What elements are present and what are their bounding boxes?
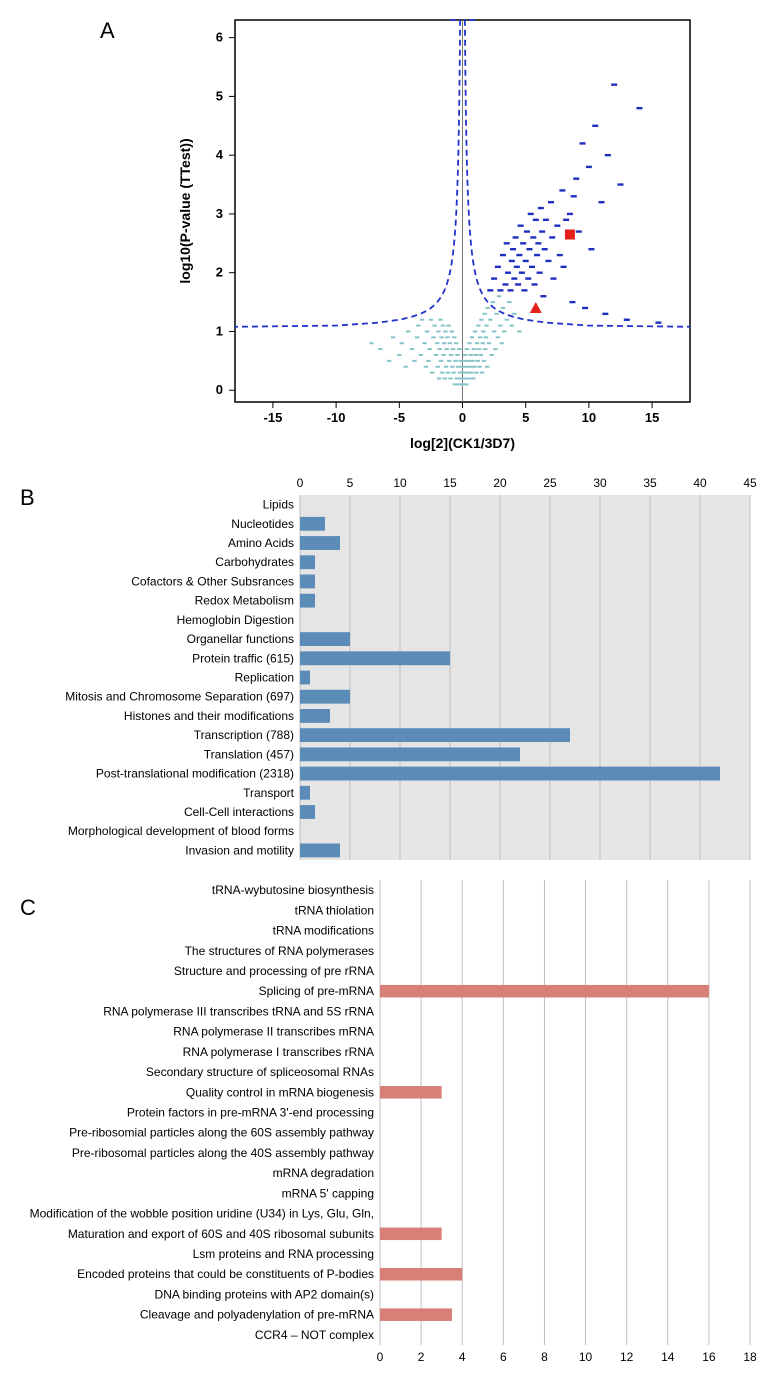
svg-text:3: 3 [216, 206, 223, 221]
svg-text:tRNA thiolation: tRNA thiolation [295, 903, 374, 917]
svg-text:RNA polymerase III transcribes: RNA polymerase III transcribes tRNA and … [103, 1004, 374, 1018]
svg-text:-5: -5 [394, 410, 406, 425]
volcano-plot: -15 -10 -5 0 5 10 15 0 1 2 3 4 5 6 log[2](CK1/3D7) log1… [170, 10, 710, 460]
svg-text:Transport: Transport [243, 786, 295, 800]
svg-text:Amino Acids: Amino Acids [228, 536, 294, 550]
svg-text:log[2](CK1/3D7): log[2](CK1/3D7) [410, 435, 515, 451]
svg-text:14: 14 [661, 1350, 675, 1364]
svg-text:Secondary structure of spliceo: Secondary structure of spliceosomal RNAs [146, 1065, 374, 1079]
svg-text:12: 12 [620, 1350, 634, 1364]
svg-text:1: 1 [216, 323, 223, 338]
svg-text:Maturation and export of 60S a: Maturation and export of 60S and 40S rib… [68, 1227, 374, 1241]
panel-b: B 051015202530354045LipidsNucleotidesAmi… [10, 470, 767, 870]
svg-text:Organellar functions: Organellar functions [187, 632, 294, 646]
svg-text:mRNA 5' capping: mRNA 5' capping [282, 1186, 374, 1200]
svg-text:Protein factors in pre-mRNA 3': Protein factors in pre-mRNA 3'-end proce… [127, 1106, 374, 1120]
svg-text:40: 40 [693, 476, 707, 490]
svg-text:6: 6 [500, 1350, 507, 1364]
svg-text:Lsm proteins and RNA processin: Lsm proteins and RNA processing [193, 1247, 374, 1261]
svg-text:Morphological development of b: Morphological development of blood forms [68, 824, 294, 838]
svg-text:Mitosis and Chromosome Separat: Mitosis and Chromosome Separation (697) [65, 690, 294, 704]
svg-text:Quality control in mRNA biogen: Quality control in mRNA biogenesis [186, 1085, 374, 1099]
panel-c: C 024681012141618tRNA-wybutosine biosynt… [10, 870, 767, 1370]
svg-text:Histones and their modificatio: Histones and their modifications [124, 709, 294, 723]
panel-a: A -15 -10 -5 0 5 10 15 0 1 2 3 4 5 6 log[2](CK1/3D7) lo… [10, 10, 767, 470]
svg-text:-10: -10 [327, 410, 346, 425]
svg-text:CCR4 – NOT complex: CCR4 – NOT complex [255, 1328, 374, 1342]
svg-text:Modification of the wobble pos: Modification of the wobble position urid… [30, 1207, 374, 1221]
svg-text:Cofactors & Other Subsrances: Cofactors & Other Subsrances [131, 574, 294, 588]
svg-text:Pre-ribosomal particles along: Pre-ribosomal particles along the 40S as… [72, 1146, 374, 1160]
svg-text:35: 35 [643, 476, 657, 490]
svg-text:5: 5 [522, 410, 529, 425]
svg-text:25: 25 [543, 476, 557, 490]
svg-text:Splicing of pre-mRNA: Splicing of pre-mRNA [259, 984, 374, 998]
svg-text:10: 10 [582, 410, 596, 425]
svg-text:0: 0 [377, 1350, 384, 1364]
svg-text:-15: -15 [264, 410, 283, 425]
svg-text:DNA binding proteins with AP2: DNA binding proteins with AP2 domain(s) [155, 1287, 374, 1301]
svg-text:45: 45 [743, 476, 757, 490]
svg-text:18: 18 [743, 1350, 757, 1364]
svg-text:Cell-Cell interactions: Cell-Cell interactions [184, 805, 294, 819]
svg-text:tRNA-wybutosine biosynthesis: tRNA-wybutosine biosynthesis [212, 883, 374, 897]
svg-text:16: 16 [702, 1350, 716, 1364]
svg-text:Carbohydrates: Carbohydrates [215, 555, 294, 569]
svg-text:Hemoglobin Digestion: Hemoglobin Digestion [177, 613, 294, 627]
svg-text:RNA polymerase II transcribes: RNA polymerase II transcribes mRNA [173, 1025, 374, 1039]
svg-text:tRNA modifications: tRNA modifications [273, 924, 374, 938]
svg-text:5: 5 [216, 88, 223, 103]
svg-text:4: 4 [216, 147, 224, 162]
bar-chart-c: 0 2 4 6 8 10 12 14 16 18 tRNA-wybutosine biosynthe… [20, 870, 760, 1370]
svg-text:0: 0 [459, 410, 466, 425]
svg-text:0: 0 [297, 476, 304, 490]
svg-text:20: 20 [493, 476, 507, 490]
svg-text:Cleavage and polyadenylation o: Cleavage and polyadenylation of pre-mRNA [140, 1308, 374, 1322]
svg-text:Replication: Replication [235, 671, 294, 685]
svg-text:Encoded proteins that could be: Encoded proteins that could be constitue… [77, 1267, 374, 1281]
svg-text:6: 6 [216, 30, 223, 45]
svg-text:4: 4 [459, 1350, 466, 1364]
svg-text:30: 30 [593, 476, 607, 490]
svg-text:2: 2 [418, 1350, 425, 1364]
svg-text:mRNA degradation: mRNA degradation [273, 1166, 374, 1180]
svg-text:Post-translational modificatio: Post-translational modification (2318) [96, 767, 294, 781]
svg-text:10: 10 [393, 476, 407, 490]
svg-text:Protein traffic (615): Protein traffic (615) [192, 651, 294, 665]
svg-text:15: 15 [645, 410, 659, 425]
bar-chart-b: 0 5 10 15 20 25 30 35 40 45 Lipids Nucleotides Amino… [20, 470, 760, 870]
panel-a-label: A [100, 18, 115, 44]
svg-text:5: 5 [347, 476, 354, 490]
svg-text:Pre-ribosomial particles along: Pre-ribosomial particles along the 60S a… [69, 1126, 374, 1140]
svg-text:15: 15 [443, 476, 457, 490]
svg-text:8: 8 [541, 1350, 548, 1364]
svg-text:Structure and processing of pr: Structure and processing of pre rRNA [174, 964, 374, 978]
svg-text:RNA polymerase I transcribes r: RNA polymerase I transcribes rRNA [183, 1045, 374, 1059]
svg-text:Invasion and motility: Invasion and motility [185, 843, 294, 857]
svg-text:10: 10 [579, 1350, 593, 1364]
svg-text:Transcription (788): Transcription (788) [194, 728, 294, 742]
svg-text:The structures of RNA polymera: The structures of RNA polymerases [185, 944, 374, 958]
svg-text:2: 2 [216, 265, 223, 280]
svg-text:0: 0 [216, 382, 223, 397]
svg-text:Redox Metabolism: Redox Metabolism [195, 594, 294, 608]
svg-text:Translation (457): Translation (457) [204, 747, 294, 761]
svg-text:log10(P-value (TTest)): log10(P-value (TTest)) [177, 138, 193, 283]
svg-text:Nucleotides: Nucleotides [231, 517, 294, 531]
svg-text:Lipids: Lipids [263, 498, 294, 512]
